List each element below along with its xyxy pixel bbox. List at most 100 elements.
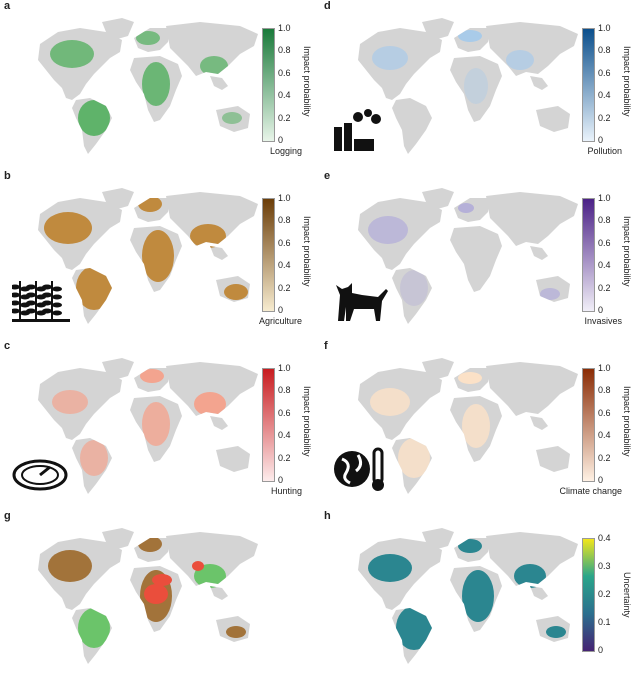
impact-region [458, 203, 474, 213]
impact-region [44, 212, 92, 244]
colorbar-tick-label: 0.4 [598, 90, 611, 101]
continent-greenland [102, 528, 134, 550]
trap-icon [12, 445, 72, 498]
continent-africa [450, 56, 502, 122]
colorbar-tick-label: 1.0 [598, 23, 611, 33]
continent-asia [486, 192, 578, 246]
panel-label: g [4, 510, 11, 522]
colorbar-tick-label: 0.3 [598, 561, 611, 571]
impact-region [194, 564, 226, 588]
impact-region [140, 369, 164, 383]
panel-label: e [324, 170, 331, 182]
colorbar-tick-label: 0.1 [598, 617, 611, 627]
world-map [358, 528, 578, 664]
continent-greenland [422, 188, 454, 210]
continent-australia [536, 446, 570, 472]
panel-caption: Logging [269, 146, 302, 156]
world-map [358, 18, 578, 154]
factory-icon [332, 105, 392, 158]
globe-thermometer-icon [332, 445, 392, 498]
continent-seasia [210, 246, 228, 260]
colorbar-tick-label: 0 [598, 475, 604, 485]
continent-seasia [530, 586, 548, 600]
world-map [358, 188, 578, 324]
colorbar-tick-label: 0.6 [598, 237, 611, 248]
impact-region [400, 270, 428, 306]
colorbar [262, 368, 275, 482]
colorbar-tick-label: 0.6 [598, 407, 611, 418]
continent-asia [166, 192, 258, 246]
colorbar-tick-label: 0.8 [278, 385, 291, 396]
colorbar [582, 28, 595, 142]
colorbar-tick-label: 0.8 [598, 45, 611, 56]
impact-region [462, 570, 494, 622]
panel-caption: Hunting [270, 486, 302, 496]
colorbar-tick-label: 0.6 [278, 407, 291, 418]
continent-samerica [392, 98, 432, 154]
colorbar-tick-label: 0.8 [278, 45, 291, 56]
world-map [38, 528, 258, 664]
colorbar-tick-label: 1.0 [598, 363, 611, 373]
panel-caption: Invasives [584, 316, 622, 326]
colorbar-tick-label: 0.2 [278, 282, 291, 293]
continent-asia [486, 532, 578, 586]
colorbar-tick-label: 0 [598, 305, 604, 315]
crops-icon [10, 275, 72, 328]
colorbar-tick-label: 0.8 [598, 385, 611, 396]
cat-icon [332, 275, 392, 328]
colorbar-title: Impact probability [622, 216, 632, 287]
continent-seasia [210, 76, 228, 90]
impact-region [224, 284, 248, 300]
panel-f: f 1.0 0.8 0.6 0.4 0.2 0 Impact probability Clima… [320, 340, 640, 505]
panel-label: b [4, 170, 11, 182]
world-map [38, 188, 258, 324]
colorbar-tick-label: 0.2 [598, 112, 611, 123]
colorbar-tick-label: 0 [598, 135, 604, 145]
colorbar-tick-label: 0.2 [598, 452, 611, 463]
impact-region [144, 584, 168, 604]
colorbar-tick-label: 0.4 [278, 260, 291, 271]
impact-region [458, 539, 482, 553]
continent-australia [216, 446, 250, 472]
impact-region [368, 216, 408, 244]
impact-region [396, 606, 432, 650]
colorbar [582, 368, 595, 482]
colorbar [582, 198, 595, 312]
colorbar-tick-label: 0.4 [598, 430, 611, 441]
impact-region [80, 440, 108, 476]
impact-region [464, 68, 488, 104]
continent-seasia [530, 246, 548, 260]
colorbar-tick-label: 0.4 [278, 430, 291, 441]
world-map [38, 358, 258, 494]
colorbar-title: Impact probability [302, 216, 312, 287]
impact-region [372, 46, 408, 70]
impact-region [138, 536, 162, 552]
continent-samerica [392, 268, 432, 324]
colorbar [262, 198, 275, 312]
impact-region [78, 100, 110, 136]
impact-region [142, 230, 174, 282]
impact-region [458, 30, 482, 42]
impact-region [370, 388, 410, 416]
continent-greenland [102, 188, 134, 210]
impact-region [136, 31, 160, 45]
continent-asia [166, 532, 258, 586]
continent-australia [536, 106, 570, 132]
panel-h: h 0.4 0.3 0.2 0.1 0 Uncertainty [320, 510, 640, 675]
colorbar-tick-label: 0.2 [278, 452, 291, 463]
impact-region [138, 196, 162, 212]
colorbar-title: Impact probability [302, 386, 312, 457]
panel-label: f [324, 340, 328, 352]
impact-region [514, 564, 546, 588]
colorbar-title: Impact probability [622, 46, 632, 117]
panel-label: d [324, 0, 331, 12]
continent-seasia [530, 416, 548, 430]
continent-greenland [422, 18, 454, 40]
continent-greenland [102, 358, 134, 380]
panel-d: d 1.0 0.8 0.6 0.4 0.2 0 Impact probability Pollu… [320, 0, 640, 165]
impact-region [398, 438, 430, 478]
continent-asia [166, 362, 258, 416]
impact-region [200, 56, 228, 76]
continent-greenland [422, 358, 454, 380]
impact-region [48, 550, 92, 582]
